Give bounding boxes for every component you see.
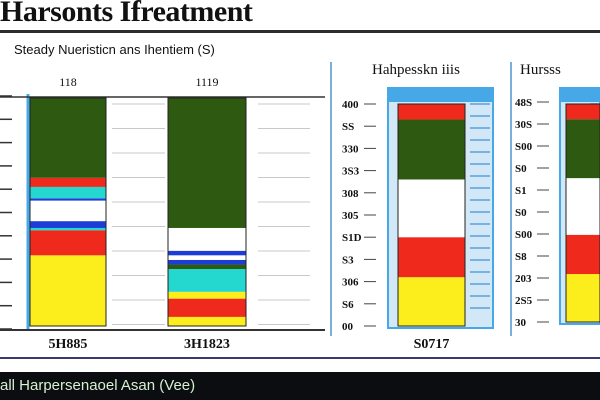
bar-0-1-segment-6 [168, 255, 246, 260]
bar-0-1-segment-4 [168, 264, 246, 269]
category-label-0-0: 118 [59, 75, 77, 89]
bar-outline-1-0 [397, 103, 466, 327]
bar-outline-0-1 [167, 97, 247, 327]
footer-bar: all Harpersenaoel Asan (Vee) [0, 372, 600, 400]
bar-0-1-segment-8 [168, 227, 246, 251]
chart-panel-left: 118 5H885 1119 3H1823 [0, 75, 325, 352]
y-tick-label-1-1: S6 [342, 299, 354, 311]
footer-label: all Harpersenaoel Asan (Vee) [0, 377, 196, 394]
bar-outline-0-0 [29, 97, 107, 327]
bottom-label-1-0: S0717 [414, 337, 450, 352]
bar-0-1-segment-1 [168, 298, 246, 317]
bar-1-0-segment-2 [398, 179, 465, 238]
y-tick-label-2-2: 203 [515, 273, 532, 285]
bar-outline-2-0 [565, 103, 600, 323]
bar-0-0-segment-10 [30, 177, 106, 187]
y-tick-label-2-6: S1 [515, 185, 527, 197]
bar-0-0-segment-0 [30, 255, 106, 326]
y-tick-label-2-1: 2S5 [515, 295, 533, 307]
charts-area: 118 5H885 1119 3H1823 S0717 Hahpesskn iiis 00… [0, 62, 600, 359]
bar-0-1-segment-3 [168, 269, 246, 292]
y-tick-label-1-7: 3S3 [342, 166, 360, 178]
y-tick-label-2-0: 30 [515, 317, 527, 329]
panel-title-2: Hursss [520, 62, 561, 78]
bar-2-0-segment-2 [566, 178, 600, 235]
chart-frame-header-2 [560, 88, 600, 102]
bar-0-0-segment-9 [30, 186, 106, 199]
bar-0-0-segment-3 [30, 227, 106, 231]
bar-0-1-segment-5 [168, 259, 246, 265]
y-tick-label-1-3: S3 [342, 254, 354, 266]
title-rule [0, 30, 600, 33]
chart-panel-right: Hursss 30 2S5 203 S8 S00 S0 S1 S0 S00 30S 48S [515, 62, 600, 329]
bar-2-0-segment-4 [566, 104, 600, 120]
y-tick-label-2-5: S0 [515, 207, 527, 219]
bar-1-0-segment-3 [398, 119, 465, 180]
y-tick-label-1-0: 00 [342, 321, 354, 333]
bar-0-0-segment-1 [30, 230, 106, 256]
bottom-label-0-1: 3H1823 [184, 337, 230, 352]
y-tick-label-1-4: S1D [342, 232, 362, 244]
bar-2-0-segment-1 [566, 234, 600, 275]
bar-0-1-segment-2 [168, 291, 246, 299]
bar-0-0-segment-7 [30, 198, 106, 201]
chart-panel-middle: S0717 Hahpesskn iiis 00 S6 306 S3 S1D 305 308 3S3… [342, 62, 494, 352]
bar-0-0-segment-6 [30, 200, 106, 222]
y-tick-label-1-6: 308 [342, 188, 359, 200]
bar-1-0-segment-0 [398, 277, 465, 326]
chart-frame-header-1 [388, 88, 493, 102]
y-tick-label-1-8: 330 [342, 143, 359, 155]
bar-0-0-segment-5 [30, 221, 106, 228]
y-tick-label-2-4: S00 [515, 229, 533, 241]
bar-2-0-segment-3 [566, 119, 600, 179]
bottom-label-0-0: 5H885 [49, 337, 88, 352]
category-label-0-1: 1119 [195, 75, 218, 89]
y-tick-label-2-7: S0 [515, 163, 527, 175]
chart-subtitle: Steady Nueristicn ans Ihentiem (S) [14, 42, 215, 57]
y-tick-label-2-8: S00 [515, 141, 533, 153]
y-tick-label-2-10: 48S [515, 97, 532, 109]
bar-2-0-segment-0 [566, 274, 600, 322]
bar-0-0-segment-11 [30, 98, 106, 178]
y-tick-label-1-10: 400 [342, 99, 359, 111]
panel-title-1: Hahpesskn iiis [372, 62, 460, 78]
y-tick-label-2-9: 30S [515, 119, 532, 131]
bar-0-1-segment-7 [168, 250, 246, 256]
bar-0-1-segment-0 [168, 316, 246, 326]
bar-1-0-segment-4 [398, 104, 465, 120]
y-tick-label-1-9: SS [342, 121, 354, 133]
y-tick-label-1-2: 306 [342, 277, 359, 289]
bar-1-0-segment-1 [398, 237, 465, 278]
y-tick-label-2-3: S8 [515, 251, 527, 263]
page-title: Harsonts Ifreatment [0, 0, 253, 28]
bar-0-1-segment-11 [168, 98, 246, 228]
y-tick-label-1-5: 305 [342, 210, 359, 222]
